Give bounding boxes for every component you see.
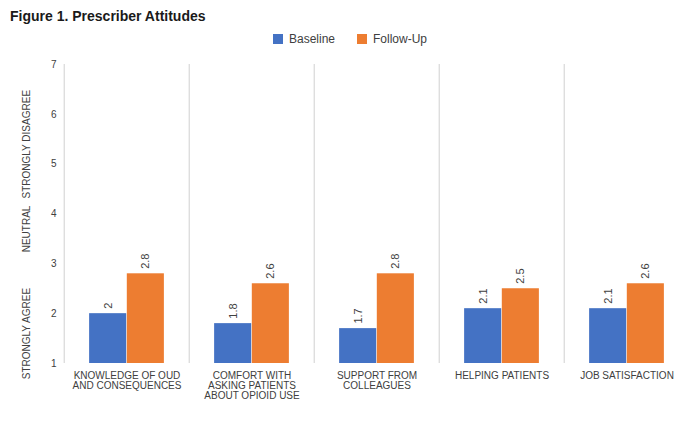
- svg-text:2.8: 2.8: [139, 254, 151, 269]
- svg-text:2.6: 2.6: [639, 263, 651, 278]
- svg-text:1.8: 1.8: [227, 303, 239, 318]
- svg-text:JOB SATISFACTION: JOB SATISFACTION: [580, 370, 674, 381]
- svg-text:1.7: 1.7: [352, 308, 364, 323]
- svg-text:2.6: 2.6: [264, 263, 276, 278]
- svg-text:5: 5: [51, 158, 57, 169]
- svg-text:4: 4: [51, 208, 57, 219]
- svg-text:HELPING PATIENTS: HELPING PATIENTS: [455, 370, 549, 381]
- html-text:Follow-Up: Follow-Up: [373, 32, 427, 46]
- svg-text:2: 2: [102, 303, 114, 309]
- svg-text:2.1: 2.1: [602, 288, 614, 303]
- svg-text:2.1: 2.1: [477, 288, 489, 303]
- svg-text:2.8: 2.8: [389, 254, 401, 269]
- svg-text:1: 1: [51, 358, 57, 369]
- html-text:Baseline: Baseline: [289, 32, 335, 46]
- html-text:Figure 1. Prescriber Attitudes: Figure 1. Prescriber Attitudes: [10, 8, 206, 24]
- svg-text:2: 2: [51, 308, 57, 319]
- svg-text:STRONGLY AGREE: STRONGLY AGREE: [21, 288, 32, 380]
- svg-text:6: 6: [51, 109, 57, 120]
- svg-text:KNOWLEDGE OF OUDAND CONSEQUENC: KNOWLEDGE OF OUDAND CONSEQUENCES: [73, 370, 182, 391]
- svg-text:STRONGLY DISAGREE: STRONGLY DISAGREE: [21, 90, 32, 199]
- svg-text:NEUTRAL: NEUTRAL: [21, 205, 32, 252]
- svg-text:3: 3: [51, 258, 57, 269]
- svg-text:2.5: 2.5: [514, 268, 526, 283]
- svg-text:SUPPORT FROMCOLLEAGUES: SUPPORT FROMCOLLEAGUES: [337, 370, 417, 391]
- svg-text:7: 7: [51, 59, 57, 70]
- svg-text:COMFORT WITHASKING PATIENTSABO: COMFORT WITHASKING PATIENTSABOUT OPIOID …: [204, 370, 300, 401]
